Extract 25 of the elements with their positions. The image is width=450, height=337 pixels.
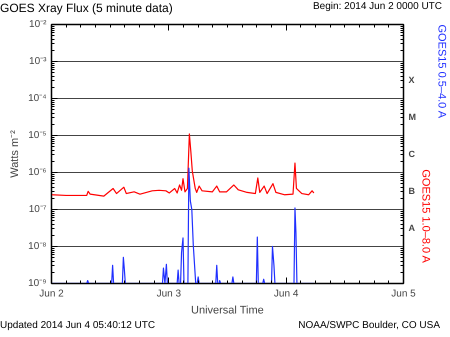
text: NOAA/SWPC Boulder, CO USA: [298, 319, 440, 333]
y-axis-title: Watts m⁻²: [9, 130, 22, 178]
y-tick-label: 10⁻²: [29, 19, 48, 30]
y-tick-label: 10⁻⁶: [28, 167, 47, 178]
y-tick-label: 10⁻⁸: [28, 241, 46, 252]
text: B: [408, 186, 416, 196]
text: M: [408, 112, 416, 122]
x-tick-label: Jun 4: [274, 288, 299, 300]
text: GOES15 0.5–4.0 A: [436, 24, 448, 119]
text: Updated 2014 Jun 4 05:40:12 UTC: [0, 319, 156, 333]
text: C: [408, 149, 416, 159]
text: X: [408, 75, 415, 85]
y-tick-label: 10⁻⁷: [28, 204, 47, 215]
x-axis-title: Universal Time: [191, 304, 264, 316]
text: A: [408, 223, 416, 233]
x-tick-label: Jun 5: [391, 288, 416, 300]
text: GOES15 1.0–8.0 A: [420, 169, 432, 264]
x-tick-label: Jun 3: [156, 288, 182, 300]
x-tick-label: Jun 2: [39, 288, 64, 300]
chart-title: GOES Xray Flux (5 minute data): [0, 0, 173, 17]
y-tick-label: 10⁻⁴: [28, 93, 46, 104]
chart-subtitle: Begin: 2014 Jun 2 0000 UTC: [313, 0, 442, 14]
y-tick-label: 10⁻³: [29, 56, 48, 67]
y-tick-label: 10⁻⁹: [28, 278, 46, 289]
y-tick-label: 10⁻⁵: [28, 130, 47, 141]
